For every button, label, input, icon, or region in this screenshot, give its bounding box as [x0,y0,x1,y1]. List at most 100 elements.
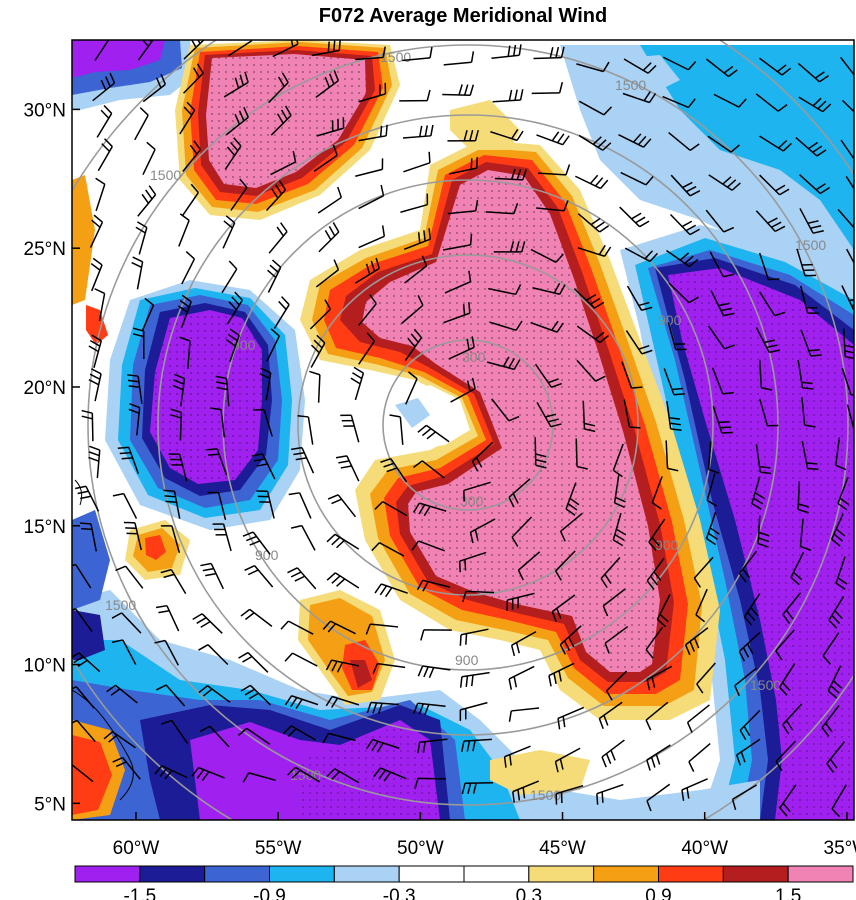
wind-barb [755,327,781,354]
wind-barb [459,701,488,721]
wind-barb [663,368,685,396]
wind-barb [511,516,533,547]
wind-barb [88,334,103,368]
wind-barb [596,783,624,805]
wind-barb [778,663,796,696]
wind-barb [313,144,338,172]
wind-barb [309,299,332,330]
wind-barb [112,756,141,780]
neg-region-west [105,280,305,530]
wind-barb [684,627,709,656]
wind-barb [755,210,786,233]
wind-barb [612,512,627,547]
wind-barb [707,441,720,474]
wind-barb [374,583,408,598]
ring-label-1500-west: 1500 [105,597,136,613]
pos-region-main [300,140,720,720]
wind-barb [183,63,204,94]
wind-barb [411,540,445,552]
wind-barb [442,233,473,251]
wind-barb [799,174,830,195]
colorbar-label: 1.5 [775,886,801,900]
wind-barb [623,399,641,429]
colorbar-label: -0.9 [253,886,286,900]
wind-barb [551,594,576,623]
wind-barb [490,129,524,142]
wind-barb [172,373,186,407]
wind-barb [646,744,671,771]
wind-barb [461,738,492,753]
neg-region-ne-mid [640,45,854,250]
wind-barb [622,91,657,104]
colorbar-label: 0.3 [516,886,542,900]
wind-barb [182,140,202,172]
ring-label-900-southeast: 900 [655,537,679,553]
wind-barb [537,164,571,176]
wind-barb [198,644,229,666]
wind-barb [530,248,564,263]
wind-barb [489,320,523,332]
wind-barb [707,135,740,153]
wind-barb [613,475,626,508]
wind-barb [463,481,491,502]
wind-barb [448,336,475,360]
wind-barb [358,225,386,249]
wind-barb [106,684,138,704]
wind-barb [548,662,575,687]
wind-barb [142,73,167,103]
wind-barb [488,284,522,296]
wind-barb [206,448,228,476]
wind-barb [577,213,610,233]
wind-barb [402,124,434,139]
wind-barb [759,174,790,196]
wind-barb [779,784,797,817]
wind-barb [242,772,276,783]
wind-barb [400,193,429,213]
wind-barb [841,367,854,396]
wind-barb [181,183,200,217]
wind-barb [183,40,205,60]
wind-barb [282,725,316,741]
wind-barb [309,370,321,403]
wind-barb [576,359,606,382]
wind-barb [315,70,340,99]
lat-tick-label: 30°N [24,100,66,121]
wind-barb [327,494,357,518]
wind-barb [404,328,423,362]
wind-barb [405,371,418,405]
wind-barb [142,141,156,176]
colorbar-swatch [398,865,465,883]
wind-barb [374,500,408,517]
wind-barb [799,208,824,234]
wind-barb [734,667,758,697]
wind-barb [706,473,718,507]
range-ring-1500 [87,44,849,806]
wind-barb [759,135,792,152]
wind-barb [801,397,816,428]
wind-barb [536,401,562,428]
wind-field: 300 300 900 900 900 900 900 1500 1500 15… [72,40,854,820]
wind-barb [790,551,805,586]
wind-barb [297,415,314,445]
wind-barb [487,356,521,371]
ring-label-1500-northeast: 1500 [615,77,646,93]
wind-barb [494,168,527,181]
wind-barb [801,440,819,471]
wind-barb [796,248,816,277]
wind-barb [755,444,772,475]
ring-label-1500-northwest: 1500 [150,167,181,183]
wind-barb [81,409,94,442]
wind-barb [316,117,345,137]
wind-barb [115,565,144,589]
lon-tick-label: 40°W [681,838,728,859]
wind-barb [738,631,761,662]
wind-barb [461,782,494,795]
wind-barb [238,651,269,673]
wind-barb [443,51,475,66]
wind-barb [575,174,609,190]
wind-barb [506,592,535,612]
wind-barb [491,44,522,60]
wind-barb [623,58,657,74]
wind-barb [389,414,404,445]
wind-barb [335,455,360,482]
